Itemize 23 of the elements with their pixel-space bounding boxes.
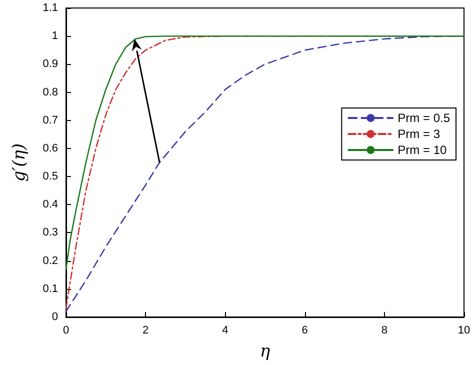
y-tick-label: 0.5: [42, 170, 58, 183]
legend-label: Prm = 3: [398, 127, 440, 141]
x-tick-label: 8: [381, 324, 388, 336]
y-tick-label: 0.6: [42, 142, 58, 154]
y-tick-label: 0.3: [42, 226, 58, 239]
y-tick-label: 0.4: [42, 198, 58, 211]
x-axis-title: η: [260, 342, 271, 362]
x-tick-label: 2: [142, 324, 149, 336]
x-tick-label: 6: [302, 324, 308, 336]
x-tick-label: 0: [62, 324, 70, 336]
y-tick-label: 0.9: [42, 58, 58, 70]
y-tick-label: 0: [52, 311, 58, 323]
legend-label: Prm = 0.5: [398, 111, 450, 125]
x-tick-label: 4: [222, 324, 228, 336]
x-tick-label: 10: [458, 324, 470, 336]
legend-label: Prm = 10: [398, 143, 447, 157]
y-axis-title: g′(η): [10, 143, 30, 182]
y-tick-label: 1.1: [42, 2, 58, 14]
y-tick-label: 0.1: [42, 282, 58, 295]
y-tick-label: 0.8: [42, 86, 58, 98]
y-tick-label: 0.7: [42, 114, 58, 126]
y-tick-label: 0.2: [42, 254, 58, 267]
y-tick-label: 1: [52, 30, 58, 42]
